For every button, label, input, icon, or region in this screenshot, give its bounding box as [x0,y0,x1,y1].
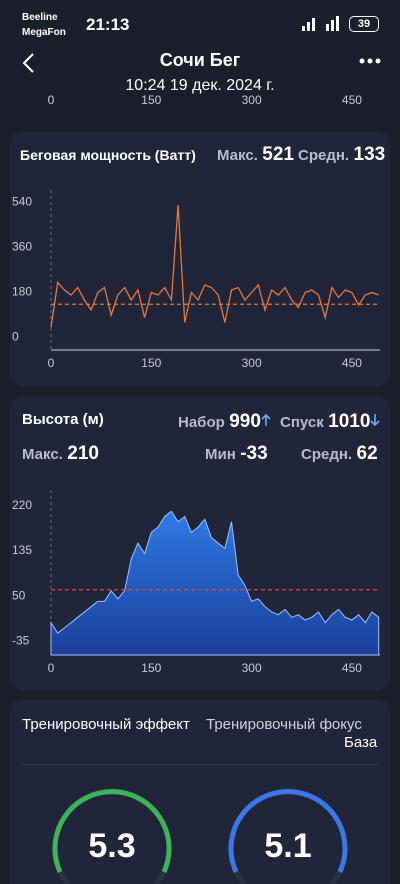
title: Сочи Бег [159,50,241,70]
y-tick-label: 360 [12,240,32,254]
stat-label: Мин [205,446,236,463]
y-tick-label: 50 [12,588,26,602]
stat-value: 1010 [328,411,371,432]
label: Тренировочный фокус [206,716,362,733]
stat-label: Макс. [217,147,258,164]
stat: Набор 990 [178,411,271,433]
x-tick-label: 450 [342,356,362,370]
carrier: Beeline [22,12,58,23]
gauge-value: 5.1 [264,827,311,865]
y-tick-label: 0 [12,330,19,344]
gauge-arc [52,789,172,874]
x-tick-label: 300 [242,356,262,370]
label: Тренировочный эффект [22,716,190,733]
stat-value: 990 [229,411,261,432]
gauge-value: 5.3 [88,827,135,865]
gauges: 5.3 5.1 [52,788,348,884]
stat: Спуск 1010 [280,411,381,433]
signal-icons [302,16,339,31]
stat: Мин -33 [205,443,268,465]
stat-value: 133 [353,144,386,165]
back-button[interactable] [20,52,40,74]
stat-value: 521 [262,144,294,165]
stat: Средн. 62 [301,443,378,465]
divider [22,764,378,765]
stat: Средн. 133 [298,144,385,166]
y-tick-label: 220 [12,498,32,512]
x-tick-label: 0 [48,94,55,107]
x-tick-label: 450 [342,661,362,675]
down-arrow [370,414,381,427]
x-tick-label: 0 [48,661,55,675]
label: База [344,734,378,751]
clock: 21:13 [86,15,130,34]
x-tick-label: 150 [141,356,161,370]
carrier: MegaFon [22,27,66,38]
x-tick-label: 450 [342,94,362,107]
area [50,510,380,656]
top-bar [0,0,400,100]
x-tick-label: 150 [141,94,161,107]
power-chart: 0 180 360 540 0 150 300 450 [12,190,380,370]
stat-label: Макс. [22,446,63,463]
gauge-arc [228,789,348,874]
previous-axis: 0 150 300 450 [48,94,363,107]
training-card: Тренировочный эффект Тренировочный фокус… [10,700,390,884]
stat: Макс. 210 [22,443,99,465]
stat-label: Спуск [280,414,324,431]
x-tick-label: 300 [242,661,262,675]
elevation-chart: -35 50 135 220 0 150 300 450 [12,490,380,675]
y-tick-label: 540 [12,195,32,209]
x-tick-label: 300 [242,94,262,107]
stat-value: -33 [240,443,268,464]
y-tick-label: -35 [12,633,30,647]
y-tick-label: 180 [12,285,32,299]
stat-label: Средн. [298,147,350,164]
x-tick-label: 150 [141,661,161,675]
x-tick-label: 0 [48,356,55,370]
card-title: Беговая мощность (Ватт) [20,147,196,163]
battery: 39 [349,16,379,32]
card-title: Высота (м) [22,411,104,428]
more-button[interactable] [358,56,382,66]
stat-label: Набор [178,414,225,431]
line [50,204,379,328]
stat-label: Средн. [301,446,353,463]
stat-value: 210 [67,443,99,464]
y-tick-label: 135 [12,543,32,557]
subtitle: 10:24 19 дек. 2024 г. [125,77,275,94]
power-card: Беговая мощность (Ватт) Макс. 521 Средн.… [10,132,390,386]
up-arrow [261,413,271,426]
stat: Макс. 521 [217,144,294,166]
stat-value: 62 [356,443,378,464]
